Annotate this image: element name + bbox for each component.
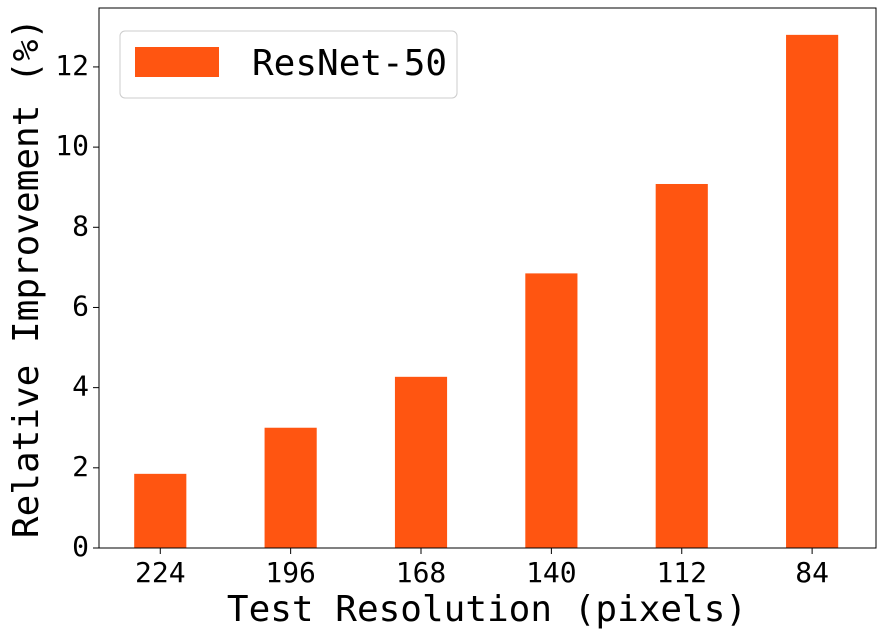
plot-frame	[98, 7, 877, 549]
bar	[525, 273, 578, 548]
legend-swatch	[135, 47, 219, 77]
y-tick-label: 6	[72, 289, 89, 322]
x-tick-label: 168	[396, 556, 447, 589]
bar	[655, 183, 708, 548]
y-tick-label: 2	[72, 450, 89, 483]
x-tick-label: 84	[795, 556, 829, 589]
bar	[264, 427, 317, 548]
y-tick-label: 10	[55, 129, 89, 162]
y-tick-label: 12	[55, 49, 89, 82]
x-tick-label: 140	[526, 556, 577, 589]
bar	[134, 473, 187, 548]
x-axis-label: Test Resolution (pixels)	[227, 589, 747, 630]
bar	[786, 34, 839, 549]
x-tick-label: 112	[656, 556, 707, 589]
y-tick-label: 0	[72, 530, 89, 563]
y-tick-label: 4	[72, 370, 89, 403]
bar	[394, 376, 448, 548]
y-tick-label: 8	[72, 209, 89, 242]
legend-label: ResNet-50	[252, 43, 447, 84]
y-axis-label: Relative Improvement (%)	[6, 18, 47, 538]
x-tick-label: 224	[135, 556, 186, 589]
x-tick-label: 196	[265, 556, 316, 589]
